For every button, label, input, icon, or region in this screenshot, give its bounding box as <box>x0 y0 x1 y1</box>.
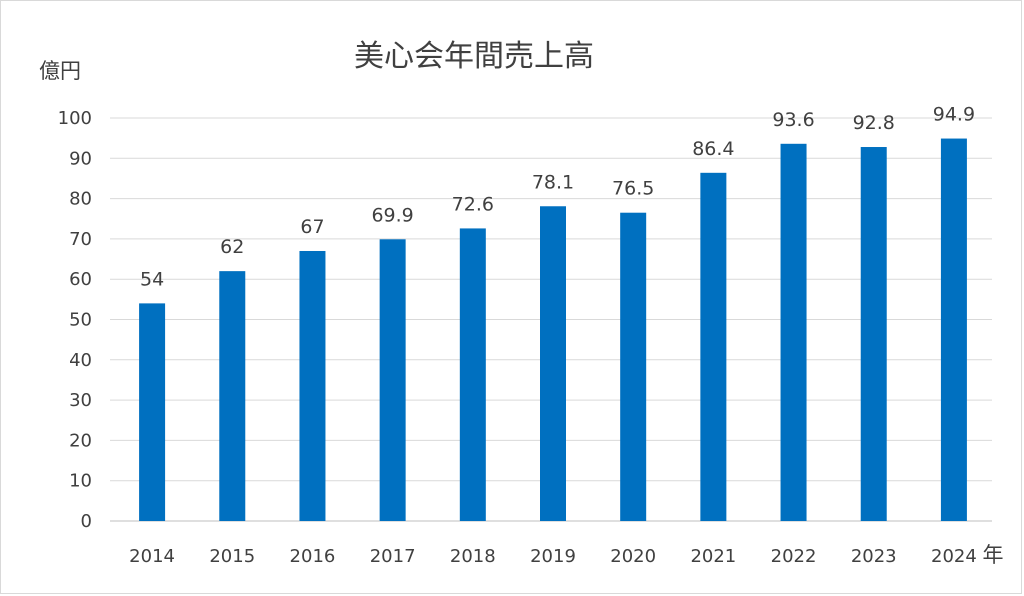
y-tick-label: 50 <box>69 310 92 331</box>
x-tick-label: 2015 <box>209 546 255 567</box>
data-label: 69.9 <box>371 204 413 226</box>
data-label: 72.6 <box>452 193 494 215</box>
x-tick-label: 2022 <box>771 546 817 567</box>
x-axis-unit-label: 年 <box>983 543 1004 567</box>
bar <box>860 147 887 522</box>
bar <box>940 138 967 522</box>
x-tick-label: 2018 <box>450 546 496 567</box>
data-label: 94.9 <box>933 104 975 126</box>
x-tick-label: 2016 <box>290 546 336 567</box>
data-label: 67 <box>300 216 324 238</box>
y-tick-label: 60 <box>69 269 92 290</box>
bars <box>139 138 967 522</box>
x-tick-label: 2014 <box>129 546 175 567</box>
y-tick-label: 80 <box>69 189 92 210</box>
y-tick-label: 90 <box>69 148 92 169</box>
data-label: 62 <box>220 236 244 258</box>
bar <box>379 239 406 522</box>
bar <box>540 206 566 521</box>
bar <box>700 172 727 522</box>
y-tick-label: 100 <box>58 108 92 129</box>
data-label: 93.6 <box>772 109 814 131</box>
x-tick-label: 2019 <box>530 546 576 567</box>
y-tick-label: 40 <box>69 350 92 371</box>
data-label: 78.1 <box>532 171 574 193</box>
y-tick-label: 10 <box>69 471 92 492</box>
y-tick-label: 20 <box>69 430 92 451</box>
x-tick-label: 2024 <box>931 546 977 567</box>
y-tick-label: 0 <box>81 511 92 532</box>
gridlines <box>110 117 992 522</box>
bar <box>459 228 486 521</box>
data-labels: 54 62 67 69.9 72.6 78.1 76.5 86.4 93.6 92.8 94.9 <box>140 104 975 291</box>
bar <box>780 143 807 522</box>
bar <box>139 303 166 521</box>
data-label: 86.4 <box>692 138 734 160</box>
data-label: 76.5 <box>612 178 654 200</box>
x-tick-label: 2023 <box>851 546 897 567</box>
x-axis-ticks: 2014 2015 2016 2017 2018 2019 2020 2021 2022 2023… <box>129 546 977 567</box>
y-tick-label: 70 <box>69 229 92 250</box>
bar <box>620 212 647 521</box>
y-tick-label: 30 <box>69 390 92 411</box>
data-label: 92.8 <box>853 112 895 134</box>
bar <box>299 250 326 522</box>
bar <box>219 271 246 521</box>
x-tick-label: 2017 <box>370 546 416 567</box>
y-axis-ticks: 0 10 20 30 40 50 60 70 80 90 100 <box>58 108 92 532</box>
data-label: 54 <box>140 268 164 290</box>
x-tick-label: 2020 <box>610 546 656 567</box>
x-tick-label: 2021 <box>690 546 736 567</box>
chart-title: 美心会年間売上高 <box>354 39 594 74</box>
y-axis-unit-label: 億円 <box>39 59 81 83</box>
